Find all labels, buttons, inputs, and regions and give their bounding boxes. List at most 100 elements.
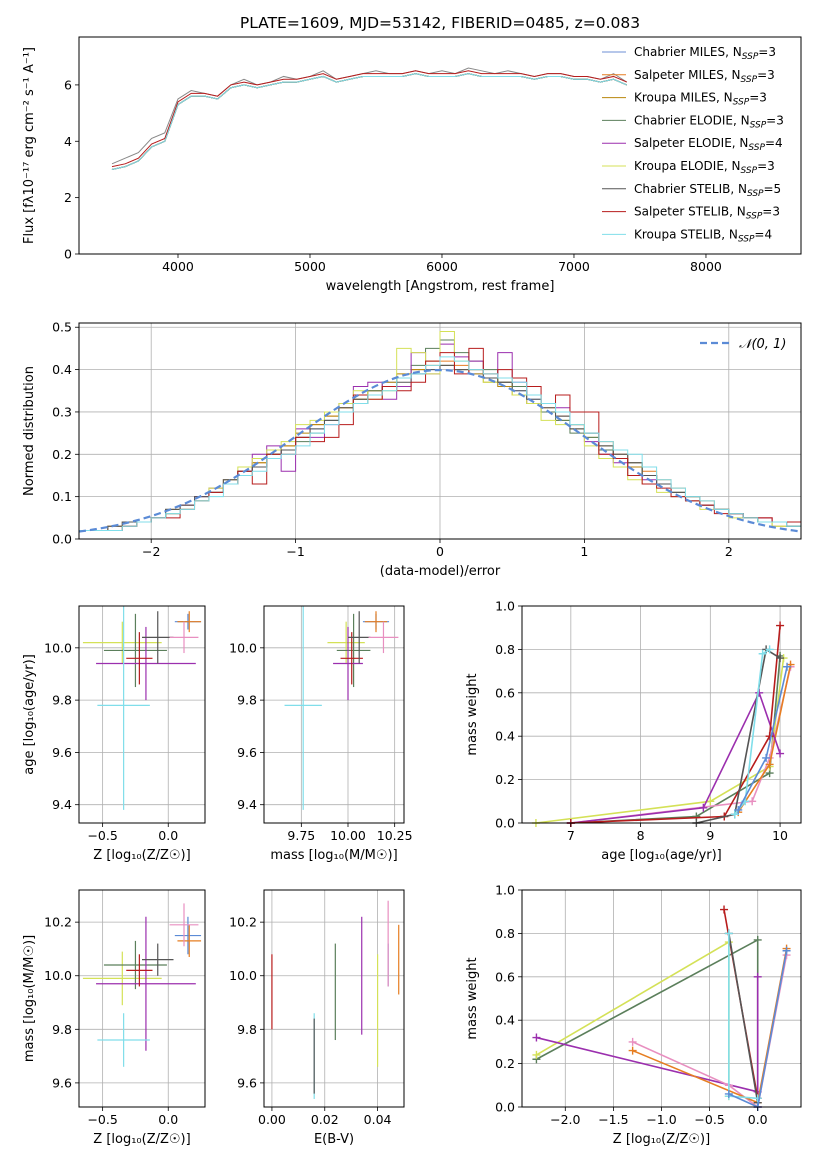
- plot-area-mass-weight-vs-z: [532, 905, 791, 1111]
- plot-area-age-vs-mass: [284, 606, 399, 810]
- legend-label: Chabrier STELIB, N: [634, 182, 747, 196]
- legend-label: Kroupa ELODIE, N: [634, 159, 741, 173]
- x-tick-label: 0.00: [258, 1112, 286, 1127]
- x-tick-label: 0.0: [158, 1112, 178, 1127]
- legend-entry: Kroupa STELIB, NSSP=4: [634, 227, 772, 244]
- errorbar-point-1: [103, 613, 167, 688]
- grid-mass-weight-vs-age: [522, 605, 801, 824]
- x-tick-label: 5000: [294, 259, 326, 274]
- y-tick-label: 9.4: [237, 797, 257, 812]
- y-tick-label: 0.4: [52, 362, 72, 377]
- legend-entry: Salpeter STELIB, NSSP=3: [634, 205, 780, 222]
- x-tick-label: −2.0: [550, 1112, 580, 1127]
- y-tick-label: 0.0: [52, 532, 72, 547]
- weight-marker: [706, 797, 715, 806]
- weight-marker: [628, 1037, 637, 1046]
- weight-marker: [628, 1046, 637, 1055]
- y-tick-label: 0.2: [52, 447, 72, 462]
- model-line-8: [111, 73, 627, 170]
- grid-mass-vs-z: [79, 890, 205, 1107]
- axes-frame-mass-vs-z: [78, 889, 206, 1108]
- y-tick-label: 9.8: [237, 693, 257, 708]
- x-axis-label: age [log₁₀(age/yr)]: [601, 848, 722, 863]
- plot-area-spectrum: [111, 67, 628, 170]
- errorbar-point-3: [126, 954, 153, 987]
- errorbar-point-5: [284, 606, 322, 810]
- grid-age-vs-z: [79, 606, 205, 823]
- weight-marker: [753, 1094, 762, 1103]
- y-tick-label: 9.8: [52, 693, 72, 708]
- plot-area-age-vs-z: [82, 606, 202, 810]
- y-tick-label: 0.8: [495, 642, 515, 657]
- x-tick-label: −0.5: [87, 828, 117, 843]
- y-tick-label: 10.0: [229, 640, 257, 655]
- weight-marker: [783, 662, 792, 671]
- legend-subscript: SSP: [746, 212, 763, 222]
- x-tick-label: 10.00: [330, 828, 366, 843]
- x-tick-label: 7000: [558, 259, 590, 274]
- weight-line: [536, 938, 759, 1107]
- panel-age-vs-mass: 9.75 10.00 10.25 9.4 9.6 9.8 10.0 mass [log₁₀(M…: [229, 605, 413, 863]
- axes-frame-spectrum: [78, 36, 802, 255]
- x-axis-label: Z [log₁₀(Z/Z☉)]: [93, 1132, 190, 1147]
- y-tick-label: 9.6: [52, 745, 72, 760]
- legend-subscript: SSP: [750, 120, 767, 130]
- panel-spectrum: 4000 5000 6000 7000 8000 0 2 4 6 wavelength [Angs…: [22, 36, 802, 294]
- y-tick-label: 0.2: [495, 1056, 515, 1071]
- weight-marker: [758, 649, 767, 658]
- y-tick-label: 1.0: [495, 599, 515, 614]
- y-axis-label: Flux [fλ10⁻¹⁷ erg cm⁻² s⁻¹ A⁻¹]: [22, 47, 37, 244]
- model-line-1: [111, 73, 627, 170]
- legend-label: Salpeter MILES, N: [634, 68, 741, 82]
- panel-mass-weight-vs-z: −2.0 −1.5 −1.0 −0.5 0.0 0.0 0.2 0.4 0.6 0.8 1.0 Z […: [465, 883, 802, 1147]
- weight-marker: [730, 810, 739, 819]
- weight-series-8: [734, 662, 792, 814]
- weight-marker: [724, 929, 733, 938]
- x-tick-label: 9: [706, 828, 714, 843]
- y-tick-label: 0.3: [52, 404, 72, 419]
- y-tick-label: 0.0: [495, 816, 515, 831]
- y-tick-label: 0.6: [495, 969, 515, 984]
- model-line-3: [111, 73, 627, 170]
- weight-line: [536, 976, 759, 1107]
- legend-subscript: SSP: [748, 143, 765, 153]
- model-line-4: [111, 73, 627, 170]
- model-line-5: [111, 73, 627, 170]
- x-axis-label: mass [log₁₀(M/M☉)]: [270, 848, 397, 863]
- y-tick-label: 0.1: [52, 489, 72, 504]
- errorbar-point-3: [126, 632, 153, 685]
- errorbar-point-1: [103, 940, 167, 990]
- y-tick-label: 10.2: [44, 915, 72, 930]
- legend-entry: Chabrier STELIB, NSSP=5: [634, 182, 781, 199]
- legend-subscript: SSP: [747, 189, 764, 199]
- histogram-step-8: [79, 356, 801, 539]
- y-tick-label: 0.6: [495, 685, 515, 700]
- legend-tail: =3: [757, 68, 775, 82]
- weight-marker: [532, 1033, 541, 1042]
- y-tick-label: 9.6: [52, 1075, 72, 1090]
- x-tick-label: 7: [567, 828, 575, 843]
- legend-label: Chabrier MILES, N: [634, 45, 742, 59]
- weight-line: [696, 648, 781, 824]
- legend-subscript: SSP: [733, 98, 750, 108]
- x-tick-label: 0: [436, 544, 444, 559]
- weight-line: [570, 690, 781, 824]
- panel-mass-vs-ebv: 0.00 0.02 0.04 9.6 9.8 10.0 10.2 E(B-V): [229, 889, 405, 1147]
- errorbar-point-6: [174, 916, 202, 955]
- x-tick-label: 0.0: [748, 1112, 768, 1127]
- panel-mass-weight-vs-age: 7 8 9 10 0.0 0.2 0.4 0.6 0.8 1.0 age [log₁₀(age/yr…: [465, 599, 802, 863]
- legend-label: Kroupa MILES, N: [634, 91, 733, 105]
- x-tick-label: −1.5: [598, 1112, 628, 1127]
- x-tick-label: 2: [725, 544, 733, 559]
- legend-entry: Chabrier MILES, NSSP=3: [634, 45, 776, 62]
- plot-area-residuals: [79, 330, 801, 539]
- plot-area-mass-vs-ebv: [271, 900, 400, 1099]
- gaussian-reference-line: [79, 368, 801, 533]
- y-tick-label: 0: [64, 247, 72, 262]
- legend-subscript: SSP: [741, 166, 758, 176]
- grid-mass-weight-vs-z: [522, 889, 801, 1108]
- y-tick-label: 10.0: [44, 640, 72, 655]
- y-tick-label: 9.8: [52, 1022, 72, 1037]
